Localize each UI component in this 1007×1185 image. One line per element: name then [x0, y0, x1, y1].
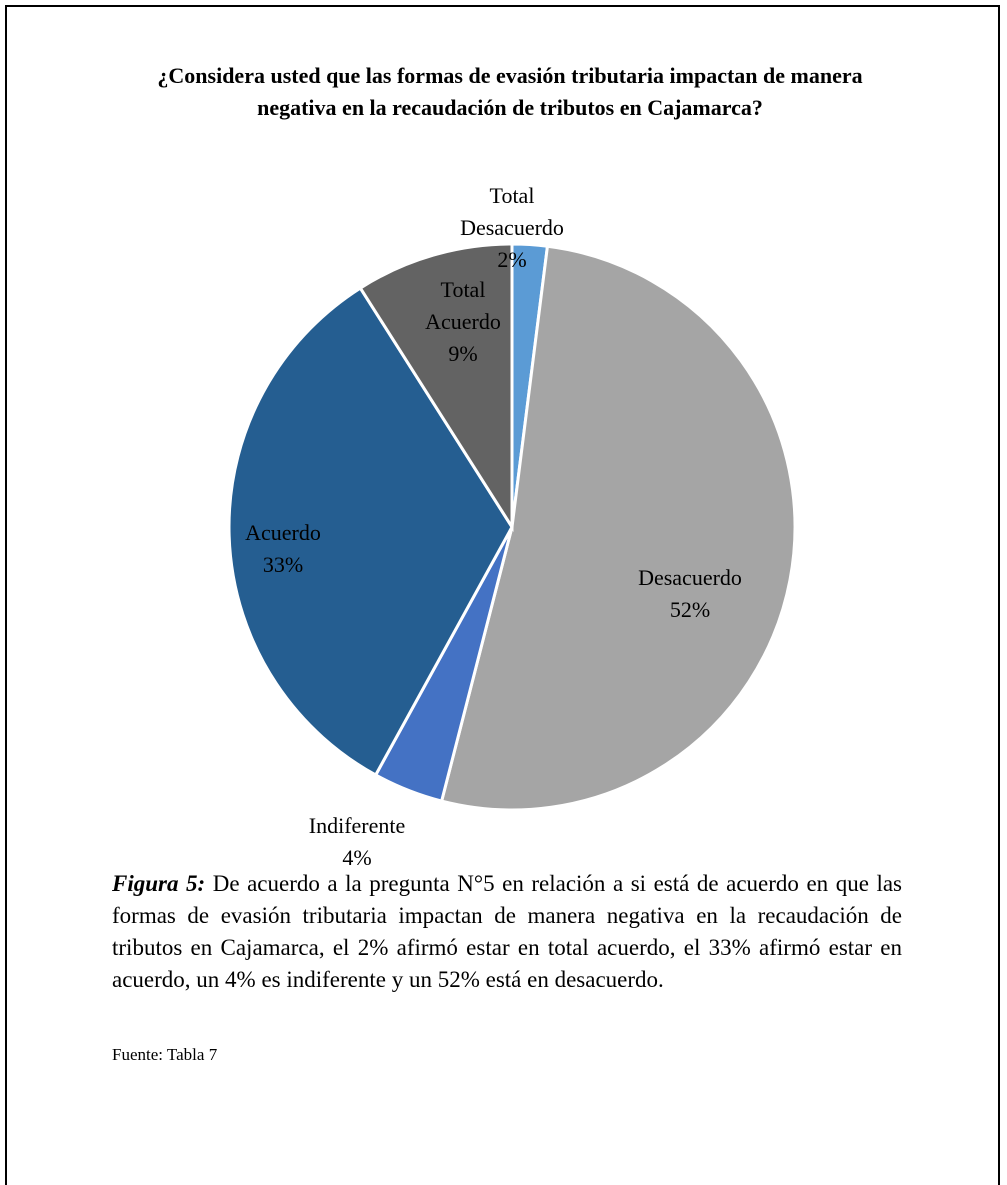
caption-label: Figura 5:	[112, 871, 206, 896]
caption: Figura 5: De acuerdo a la pregunta N°5 e…	[112, 868, 902, 996]
value-label: 2%	[497, 247, 527, 272]
pie-slice	[358, 242, 514, 533]
category-label: Total Desacuerdo	[460, 183, 564, 240]
category-label: Desacuerdo	[638, 565, 742, 590]
slice-label: Desacuerdo 52%	[610, 562, 770, 626]
frame	[5, 5, 1000, 1185]
slice-label: Total Acuerdo 9%	[408, 274, 518, 370]
slice-label: Indiferente 4%	[277, 810, 437, 874]
pie-slice	[439, 244, 797, 812]
category-label: Acuerdo	[245, 520, 321, 545]
slice-label: Acuerdo 33%	[213, 517, 353, 581]
pie-slice	[227, 285, 514, 778]
value-label: 9%	[448, 341, 478, 366]
value-label: 4%	[342, 845, 372, 870]
category-label: Total Acuerdo	[425, 277, 501, 334]
caption-text: De acuerdo a la pregunta N°5 en relación…	[112, 871, 902, 992]
source: Fuente: Tabla 7	[112, 1045, 218, 1064]
chart-title: ¿Considera usted que las formas de evasi…	[157, 63, 863, 120]
value-label: 52%	[669, 597, 711, 622]
slice-label: Total Desacuerdo 2%	[437, 180, 587, 276]
value-label: 33%	[262, 552, 304, 577]
category-label: Indiferente	[308, 813, 406, 838]
